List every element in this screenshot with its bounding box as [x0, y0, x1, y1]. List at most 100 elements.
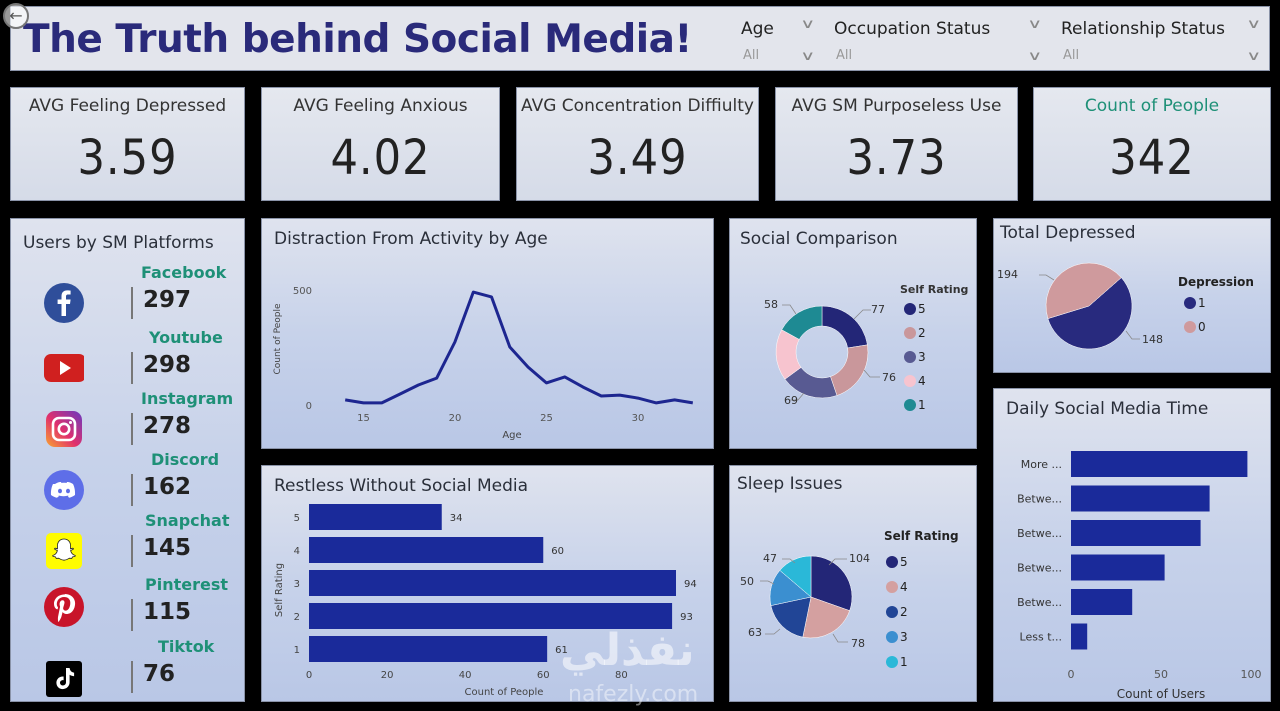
social-comparison-card: Social Comparison Self Rating 5 2 3 4 1 77 76… [729, 218, 977, 449]
chevron-down-icon[interactable]: ∨ [800, 17, 816, 32]
kpi-value: 3.49 [587, 130, 688, 186]
slicer-label: Age [741, 19, 774, 39]
legend-label: 4 [918, 374, 926, 388]
bar[interactable] [309, 636, 548, 662]
kpi-card-count: Count of People 342 [1033, 87, 1271, 201]
slicer-age[interactable]: Age ∨ All ∨ [741, 15, 837, 67]
card-title: Users by SM Platforms [23, 233, 214, 253]
kpi-value: 3.73 [846, 130, 947, 186]
discord-icon [44, 470, 84, 510]
legend-title: Self Rating [900, 283, 968, 296]
watermark-url: nafezly.com [568, 682, 699, 707]
legend-marker[interactable] [904, 351, 916, 363]
slicer-value[interactable]: All [743, 48, 760, 63]
chart-title: Distraction From Activity by Age [274, 229, 548, 249]
chevron-down-icon[interactable]: ∨ [1027, 17, 1043, 32]
data-label: 78 [851, 637, 865, 650]
y-axis-label: Count of People [273, 303, 283, 374]
sleep-pie-chart[interactable]: Self Rating 5 4 2 3 1 104 78 63 50 47 [730, 466, 978, 703]
pie-slice[interactable] [779, 555, 812, 598]
leader-line[interactable] [863, 369, 880, 378]
bar[interactable] [309, 504, 442, 530]
leader-line[interactable] [1039, 274, 1055, 281]
bar[interactable] [309, 537, 544, 563]
y-tick-label: 4 [294, 546, 300, 557]
y-tick-label: More ... [1021, 458, 1062, 471]
kpi-value: 4.02 [330, 130, 431, 186]
chevron-down-icon[interactable]: ∨ [1246, 17, 1262, 32]
leader-line[interactable] [828, 558, 847, 566]
restless-chart-card: Restless Without Social Media Self Ratin… [261, 465, 714, 702]
bar[interactable] [309, 603, 673, 629]
slicer-occupation-status[interactable]: Occupation Status ∨ All ∨ [834, 15, 1054, 67]
data-label: 94 [684, 579, 697, 590]
pie-slice[interactable] [770, 596, 812, 638]
pie-slice[interactable] [802, 596, 850, 639]
leader-line[interactable] [760, 580, 775, 585]
legend-marker[interactable] [886, 606, 898, 618]
legend-marker[interactable] [904, 399, 916, 411]
pie-slice[interactable] [781, 305, 823, 340]
data-label: 34 [450, 513, 463, 524]
legend-marker[interactable] [886, 631, 898, 643]
pie-slice[interactable] [810, 555, 853, 611]
leader-line[interactable] [782, 558, 796, 564]
legend-marker[interactable] [904, 327, 916, 339]
leader-line[interactable] [765, 628, 781, 635]
chart-title: Daily Social Media Time [1006, 399, 1209, 419]
slicer-value[interactable]: All [1063, 48, 1080, 63]
legend-marker[interactable] [1184, 321, 1196, 333]
y-tick-label: 1 [294, 645, 300, 656]
line-chart[interactable]: Count of People Age 0 500 15 20 25 30 [262, 219, 715, 450]
platform-item-snapchat: Snapchat 145 [11, 511, 243, 575]
bar[interactable] [1071, 589, 1133, 615]
back-arrow-icon[interactable]: ← [3, 3, 29, 29]
x-tick-label: 80 [615, 670, 628, 681]
data-label: 61 [555, 645, 568, 656]
legend-marker[interactable] [904, 303, 916, 315]
bar[interactable] [1071, 554, 1165, 581]
chevron-down-icon[interactable]: ∨ [800, 49, 816, 64]
kpi-label: AVG Feeling Depressed [28, 96, 227, 116]
slicer-value[interactable]: All [836, 48, 853, 63]
pie-slice[interactable] [1045, 262, 1122, 319]
series-line[interactable] [344, 290, 694, 405]
y-tick-label: Less t... [1020, 631, 1062, 644]
legend-marker[interactable] [886, 656, 898, 668]
leader-line[interactable] [853, 309, 871, 320]
slicer-relationship-status[interactable]: Relationship Status ∨ All ∨ [1061, 15, 1266, 67]
bar[interactable] [1071, 451, 1248, 477]
leader-line[interactable] [832, 633, 848, 643]
page-title: The Truth behind Social Media! [23, 17, 692, 62]
x-tick-label: 100 [1241, 668, 1262, 681]
bar[interactable] [1071, 485, 1210, 512]
platform-value: 76 [143, 661, 176, 687]
chevron-down-icon[interactable]: ∨ [1246, 49, 1262, 64]
data-label: 50 [740, 575, 754, 588]
slicer-label: Occupation Status [834, 19, 991, 39]
legend-label: 1 [900, 655, 908, 669]
leader-line[interactable] [1125, 330, 1140, 340]
data-label: 60 [551, 546, 564, 557]
leader-line[interactable] [790, 392, 805, 401]
pie-slice[interactable] [1047, 277, 1133, 350]
leader-line[interactable] [782, 304, 797, 315]
bar[interactable] [1071, 520, 1201, 546]
legend-marker[interactable] [904, 375, 916, 387]
daily-time-bar-chart[interactable]: Count of Users More ... Betwe... Betwe... B… [994, 389, 1272, 703]
x-tick-label: 20 [381, 670, 394, 681]
tiktok-icon [46, 661, 82, 697]
legend-marker[interactable] [886, 581, 898, 593]
kpi-value: 3.59 [77, 130, 178, 186]
platform-item-tiktok: Tiktok 76 [11, 637, 243, 701]
depression-pie-chart[interactable]: Depression 1 0 194 148 [994, 219, 1272, 374]
bar[interactable] [309, 570, 676, 596]
bar[interactable] [1071, 623, 1088, 650]
legend-marker[interactable] [886, 556, 898, 568]
pie-slice[interactable] [830, 344, 869, 396]
chevron-down-icon[interactable]: ∨ [1027, 49, 1043, 64]
donut-chart[interactable]: Self Rating 5 2 3 4 1 77 76 69 58 [730, 219, 978, 450]
restless-bar-chart[interactable]: Self Rating Count of People 5 34 4 60 3 94 2 93… [262, 466, 715, 703]
header-bar: The Truth behind Social Media! Age ∨ All… [10, 6, 1270, 71]
legend-marker[interactable] [1184, 297, 1196, 309]
